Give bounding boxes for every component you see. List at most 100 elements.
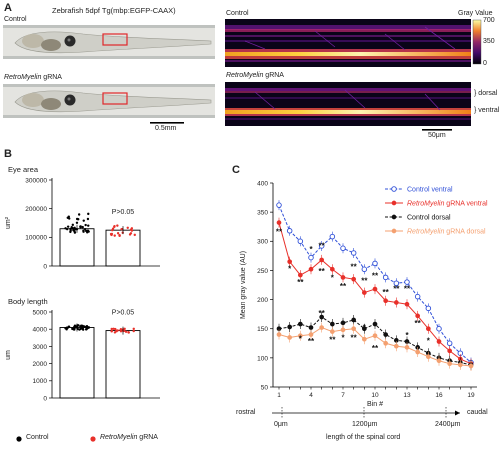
data-point (84, 223, 87, 227)
gene-suffix: gRNA (41, 74, 62, 81)
data-point (67, 215, 70, 218)
x-tick-label: 10 (371, 392, 379, 399)
significance-mark: * (309, 245, 313, 254)
data-point (110, 329, 113, 333)
p-value-label: P>0.05 (112, 209, 134, 216)
series-point-3 (457, 362, 463, 368)
gene-label-left: RetroMyelin gRNA (4, 74, 62, 81)
series-point-3 (393, 343, 399, 349)
y-tick-label: 1000 (33, 378, 48, 385)
x-axis-label: Bin # (367, 401, 383, 408)
series-point-1 (361, 290, 367, 295)
significance-mark: ** (372, 344, 379, 353)
x-tick-label: 1 (277, 392, 281, 399)
y-tick-label: 5000 (33, 309, 48, 316)
data-point (83, 228, 87, 231)
data-point (87, 224, 90, 227)
data-point (64, 227, 67, 230)
series-point-1 (351, 276, 357, 282)
significance-mark: * (288, 265, 292, 274)
fluorescence-image-control (225, 19, 471, 67)
chart-title: Eye area (8, 165, 39, 174)
series-point-3 (404, 345, 410, 350)
x-tick-label: 19 (467, 392, 475, 399)
significance-mark: ** (319, 241, 326, 250)
significance-mark: * (405, 331, 409, 340)
series-point-0 (329, 233, 336, 240)
legend-dot-gene (90, 436, 96, 442)
fish-image-control (3, 25, 215, 59)
y-tick-label: 2000 (33, 361, 48, 368)
fluorescence-image-gene (225, 82, 471, 126)
y-axis-label: Mean gray value (AU) (240, 251, 247, 319)
series-point-0 (382, 274, 389, 281)
significance-mark: ** (393, 284, 400, 293)
gene-name: RetroMyelin (226, 72, 264, 79)
y-tick-label: 50 (261, 384, 269, 391)
significance-mark: ** (308, 337, 315, 346)
series-point-1 (308, 266, 314, 272)
data-point (129, 228, 133, 231)
data-point (87, 212, 90, 216)
body-length-chart: Body length um 0 1000 2000 3000 4000 5000 P>0.05 (5, 297, 160, 402)
series-point-1 (383, 298, 389, 304)
significance-mark: ** (383, 288, 390, 297)
series-point-1 (340, 275, 346, 280)
x-tick-label: 13 (403, 392, 411, 399)
legend-gene-suffix: gRNA (137, 434, 158, 441)
series-point-2 (383, 332, 389, 337)
x-tick-label: 16 (435, 392, 443, 399)
data-point (74, 326, 77, 329)
series-point-0 (404, 279, 410, 285)
series-point-3 (372, 333, 378, 339)
series-point-1 (425, 326, 431, 332)
x-tick-label: 4 (309, 392, 313, 399)
significance-mark: ** (404, 284, 411, 293)
data-point (82, 219, 85, 222)
data-point (81, 225, 84, 229)
ventral-text: ventral (478, 107, 500, 114)
data-point (74, 227, 77, 231)
data-point (112, 327, 115, 330)
series-point-3 (276, 332, 282, 337)
data-point (133, 233, 136, 237)
ventral-label: } ventral (474, 107, 500, 114)
data-point (109, 232, 113, 236)
y-tick-label: 200 (257, 297, 268, 304)
data-point (69, 227, 72, 231)
significance-mark: ** (319, 309, 326, 318)
data-point (71, 223, 74, 227)
axis-tick-1200: 1200μm (352, 421, 378, 428)
data-point (115, 330, 118, 333)
y-tick-label: 150 (257, 326, 268, 333)
legend-control-label: Control (26, 434, 49, 441)
y-tick-label: 300 (257, 239, 268, 246)
series-point-0 (436, 325, 442, 332)
significance-mark: ** (319, 267, 326, 276)
panel-b-letter: B (4, 148, 12, 160)
series-point-0 (393, 280, 400, 287)
significance-mark: ** (372, 272, 379, 281)
scale-bar-right (422, 129, 452, 131)
panel-a-title: Zebrafish 5dpf Tg(mbp:EGFP-CAAX) (52, 6, 176, 15)
data-point (132, 329, 135, 333)
y-tick-label: 400 (257, 180, 268, 187)
series-point-3 (351, 326, 357, 332)
significance-mark: ** (297, 278, 304, 287)
data-point (73, 328, 76, 331)
axis-tick-0: 0μm (274, 421, 288, 428)
legend-label-0: Control ventral (407, 186, 453, 193)
significance-mark: ** (361, 276, 368, 285)
legend-marker-3 (391, 228, 397, 234)
gene-label-right: RetroMyelin gRNA (226, 72, 284, 79)
legend-gene-name: RetroMyelin (100, 434, 138, 441)
spinal-cord-axis (272, 407, 460, 419)
data-point (132, 327, 135, 331)
dorsal-label: } dorsal (474, 90, 498, 97)
series-point-3 (361, 336, 367, 342)
data-point (79, 225, 82, 228)
series-point-0 (350, 250, 357, 256)
significance-mark: * (341, 333, 345, 342)
series-point-2 (297, 321, 303, 327)
series-point-1 (276, 220, 282, 225)
